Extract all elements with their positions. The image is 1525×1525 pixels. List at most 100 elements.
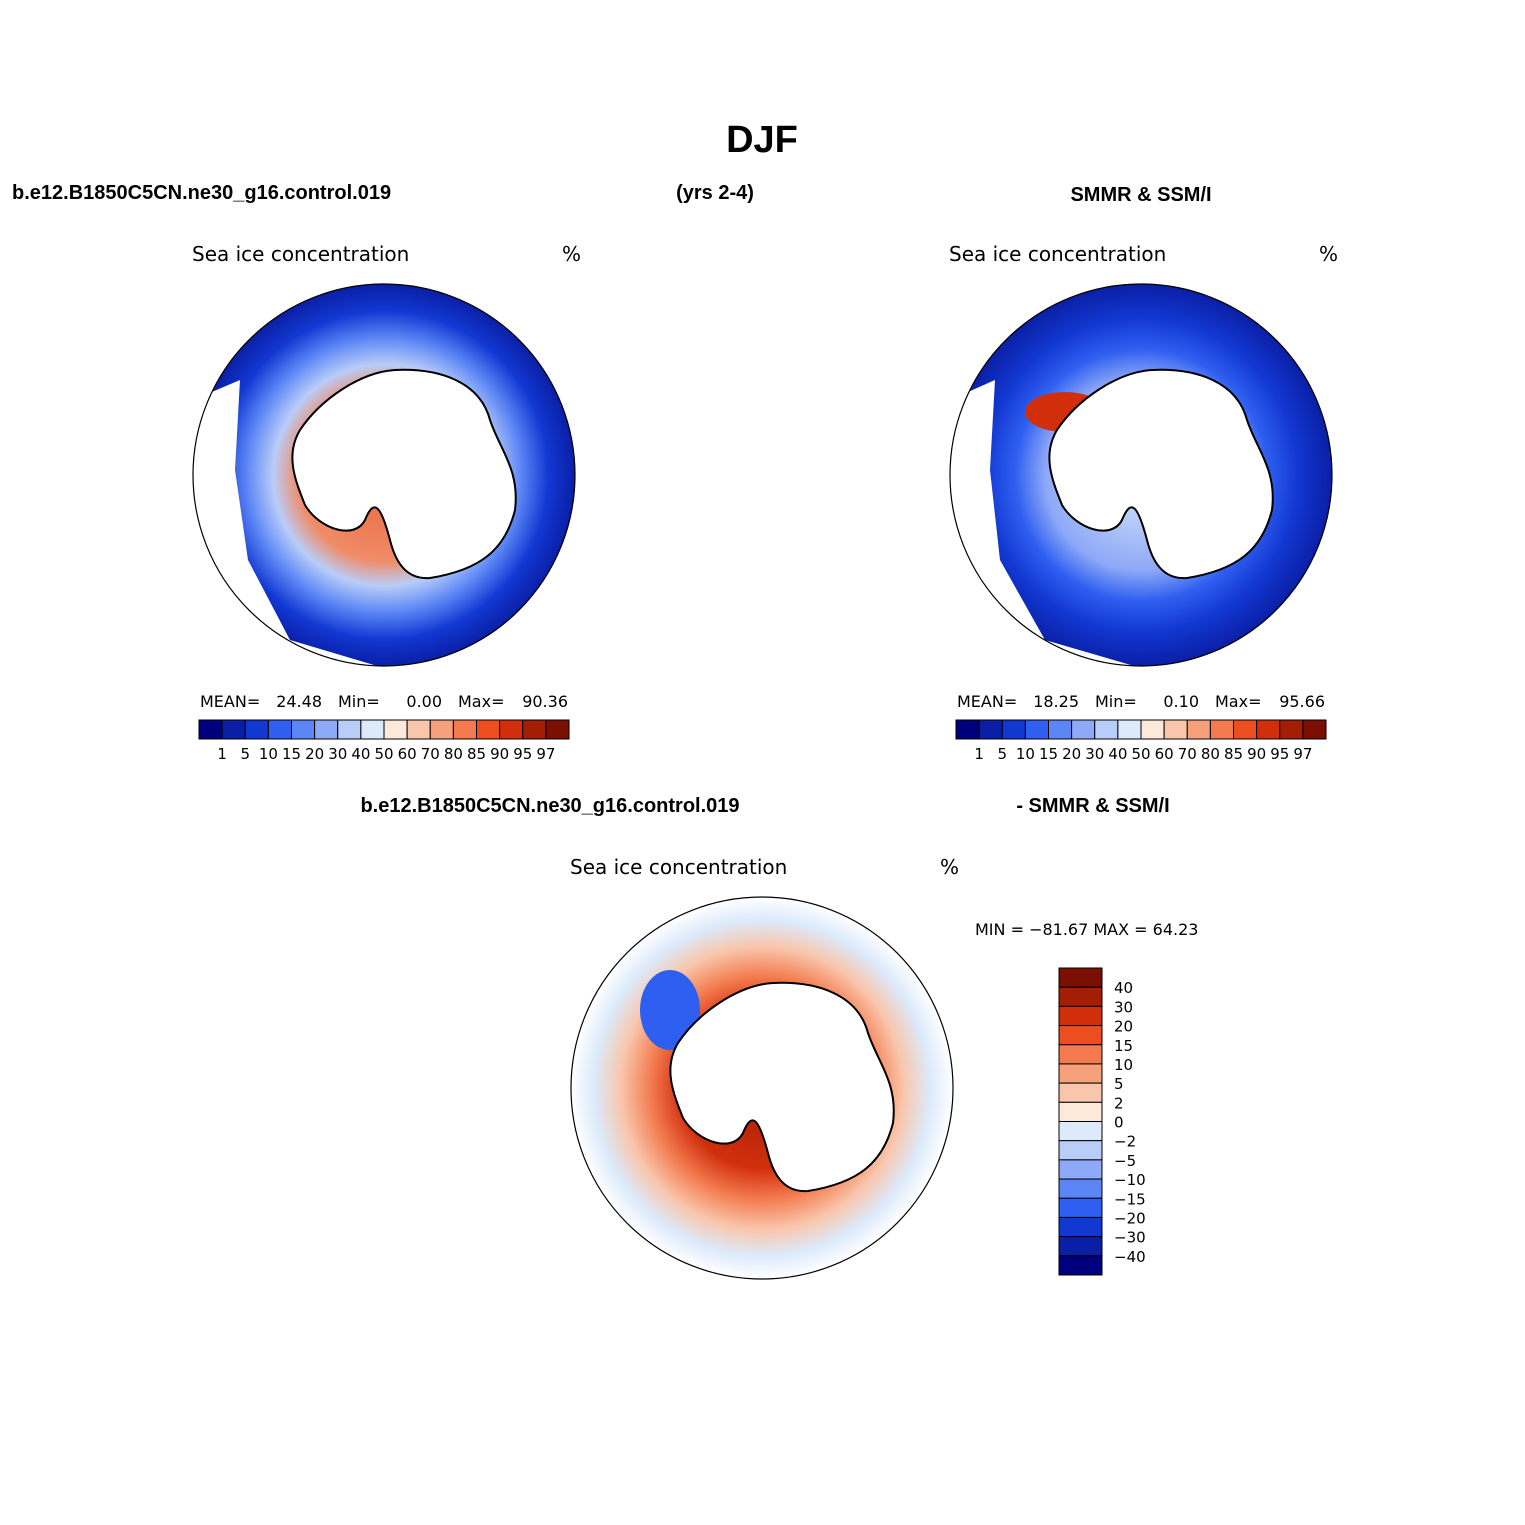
concentration-colorbar-swatch xyxy=(1302,719,1327,740)
panel-model-min-label: Min= xyxy=(338,692,380,711)
panel-obs-max-label: Max= xyxy=(1215,692,1261,711)
concentration-colorbar-swatch xyxy=(244,719,269,740)
panel-diff-antarctica xyxy=(669,981,895,1193)
difference-colorbar-label: −10 xyxy=(1114,1171,1146,1189)
panel-diff-title: Sea ice concentration xyxy=(570,855,787,879)
concentration-colorbar-label: 97 xyxy=(536,745,555,763)
panel-model-stats: MEAN= 24.48 Min= 0.00 Max= 90.36 xyxy=(200,692,568,711)
concentration-colorbar-label: 97 xyxy=(1293,745,1312,763)
difference-colorbar-swatch xyxy=(1058,1044,1103,1065)
concentration-colorbar-label: 1 xyxy=(974,745,984,763)
difference-colorbar-swatch xyxy=(1058,967,1103,988)
concentration-colorbar-swatch xyxy=(545,719,570,740)
concentration-colorbar-label: 20 xyxy=(305,745,324,763)
difference-colorbar-label: 40 xyxy=(1114,979,1133,997)
difference-colorbar-swatch xyxy=(1058,1216,1103,1238)
concentration-colorbar-label: 1 xyxy=(217,745,227,763)
panel-diff-stats: MIN = −81.67 MAX = 64.23 xyxy=(975,920,1198,939)
concentration-colorbar-swatch xyxy=(955,719,980,740)
diff-header-right: - SMMR & SSM/I xyxy=(1016,795,1169,817)
concentration-colorbar-swatch xyxy=(221,719,246,740)
concentration-colorbar-swatch xyxy=(1279,719,1304,740)
difference-colorbar-swatch xyxy=(1058,1236,1103,1257)
concentration-colorbar-label: 70 xyxy=(421,745,440,763)
concentration-colorbar-label: 85 xyxy=(1224,745,1243,763)
concentration-colorbar-label: 15 xyxy=(1039,745,1058,763)
concentration-colorbar-label: 90 xyxy=(490,745,509,763)
panel-obs-min-value: 0.10 xyxy=(1163,692,1199,711)
difference-colorbar-swatch xyxy=(1058,1140,1103,1161)
concentration-colorbar-swatch xyxy=(452,719,477,740)
concentration-colorbar-swatch xyxy=(1186,719,1211,740)
concentration-colorbar-label: 60 xyxy=(398,745,417,763)
concentration-colorbar-swatch xyxy=(1071,719,1096,740)
concentration-colorbar-label: 85 xyxy=(467,745,486,763)
concentration-colorbar-swatch xyxy=(1117,719,1142,740)
difference-colorbar-swatch xyxy=(1058,1101,1103,1122)
difference-colorbar-swatch xyxy=(1058,1197,1103,1218)
panel-model-antarctica xyxy=(291,368,517,580)
panel-model: Sea ice concentration % MEAN= 24.48 Min=… xyxy=(192,242,581,763)
difference-colorbar-label: 15 xyxy=(1114,1037,1133,1055)
concentration-colorbar-label: 80 xyxy=(1201,745,1220,763)
difference-colorbar-label: −2 xyxy=(1114,1133,1136,1151)
difference-colorbar-label: −20 xyxy=(1114,1209,1146,1227)
panel-diff-boundary xyxy=(570,896,954,1280)
concentration-colorbar-swatch xyxy=(1140,719,1165,740)
concentration-colorbar-label: 95 xyxy=(513,745,532,763)
concentration-colorbar-swatch xyxy=(406,719,431,740)
concentration-colorbar-label: 20 xyxy=(1062,745,1081,763)
panel-model-map xyxy=(192,283,576,667)
concentration-colorbar-swatch xyxy=(291,719,316,740)
panel-model-units: % xyxy=(562,242,581,266)
concentration-colorbar-swatch xyxy=(499,719,524,740)
concentration-colorbar-swatch xyxy=(1094,719,1119,740)
difference-colorbar-swatch xyxy=(1058,1159,1103,1180)
concentration-colorbar-label: 95 xyxy=(1270,745,1289,763)
panel-model-max-label: Max= xyxy=(458,692,504,711)
difference-colorbar-swatch xyxy=(1058,986,1103,1007)
concentration-colorbar-label: 40 xyxy=(351,745,370,763)
panel-model-colorbar: 1 5 10 15 20 30 40 50 60 70 80 85 90 95 97 xyxy=(198,719,570,763)
panel-obs-units: % xyxy=(1319,242,1338,266)
concentration-colorbar-swatch xyxy=(476,719,501,740)
header-left: b.e12.B1850C5CN.ne30_g16.control.019 xyxy=(12,182,391,204)
panel-obs-title: Sea ice concentration xyxy=(949,242,1166,266)
panel-diff-map xyxy=(570,896,954,1280)
concentration-colorbar-swatch xyxy=(314,719,339,740)
difference-colorbar-swatch xyxy=(1058,1178,1103,1199)
difference-colorbar-label: −5 xyxy=(1114,1152,1136,1170)
panel-model-min-value: 0.00 xyxy=(406,692,442,711)
concentration-colorbar-label: 80 xyxy=(444,745,463,763)
difference-colorbar-label: −30 xyxy=(1114,1229,1146,1247)
concentration-colorbar-swatch xyxy=(1024,719,1049,740)
header-right: SMMR & SSM/I xyxy=(1070,184,1211,206)
panel-obs-open-ocean xyxy=(950,380,1141,666)
concentration-colorbar-label: 10 xyxy=(259,745,278,763)
panel-model-mean-label: MEAN= xyxy=(200,692,260,711)
concentration-colorbar-label: 15 xyxy=(282,745,301,763)
concentration-colorbar-swatch xyxy=(978,719,1003,740)
concentration-colorbar-label: 70 xyxy=(1178,745,1197,763)
panel-obs: Sea ice concentration % MEAN= 18.25 Min=… xyxy=(949,242,1338,763)
panel-diff-units: % xyxy=(940,855,959,879)
concentration-colorbar-label: 50 xyxy=(374,745,393,763)
concentration-colorbar-label: 30 xyxy=(1085,745,1104,763)
concentration-colorbar-label: 10 xyxy=(1016,745,1035,763)
difference-colorbar-label: 10 xyxy=(1114,1056,1133,1074)
difference-colorbar-label: 2 xyxy=(1114,1094,1124,1112)
concentration-colorbar-label: 40 xyxy=(1108,745,1127,763)
difference-colorbar-swatch xyxy=(1058,1255,1103,1276)
panel-obs-mean-value: 18.25 xyxy=(1033,692,1079,711)
panel-model-mean-value: 24.48 xyxy=(276,692,322,711)
panel-obs-map xyxy=(949,283,1333,667)
difference-colorbar-label: −15 xyxy=(1114,1190,1146,1208)
panel-model-title: Sea ice concentration xyxy=(192,242,409,266)
concentration-colorbar-swatch xyxy=(1001,719,1026,740)
panel-model-boundary xyxy=(192,283,576,667)
panel-obs-max-value: 95.66 xyxy=(1279,692,1325,711)
difference-colorbar-swatch xyxy=(1058,1025,1103,1046)
concentration-colorbar-swatch xyxy=(337,719,362,740)
panel-obs-stats: MEAN= 18.25 Min= 0.10 Max= 95.66 xyxy=(957,692,1325,711)
